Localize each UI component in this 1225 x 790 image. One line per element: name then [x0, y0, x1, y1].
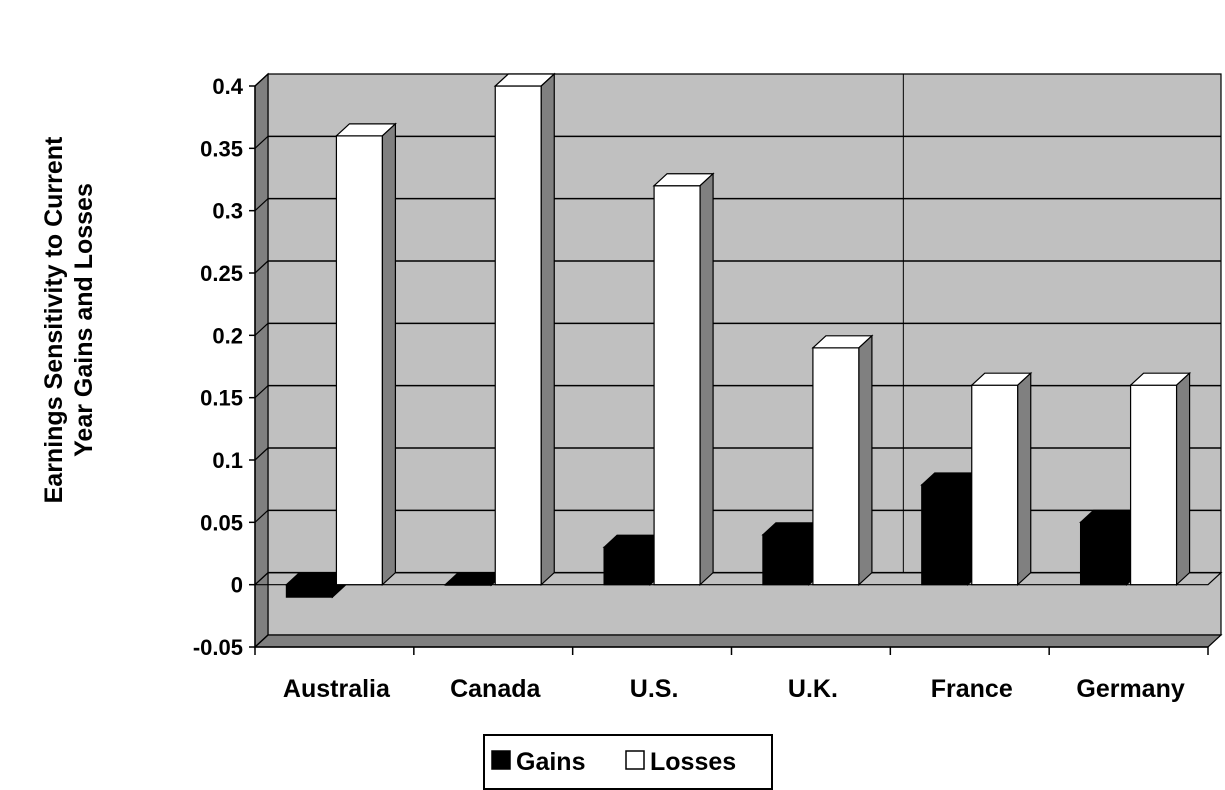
bar-front — [1079, 521, 1128, 586]
losses-bar-australia — [334, 122, 397, 587]
x-tick-label: Australia — [283, 675, 391, 703]
y-tick-label: 0.05 — [200, 510, 243, 535]
y-tick-label: 0.1 — [212, 448, 243, 473]
x-tick-label: U.S. — [630, 675, 679, 703]
bar-front — [285, 584, 334, 598]
bar-side — [1017, 371, 1032, 587]
bar-side — [699, 172, 714, 587]
losses-bar-canada — [493, 72, 556, 587]
legend: Gains Losses — [483, 734, 773, 790]
gridline-side — [254, 73, 269, 87]
y-tick-label: 0.3 — [212, 199, 243, 224]
back-wall — [267, 73, 1222, 636]
y-tick-label: -0.05 — [193, 635, 243, 660]
x-tick-label: U.K. — [788, 675, 838, 703]
y-tick-label: 0.2 — [212, 323, 243, 348]
y-axis-title-line-1: Earnings Sensitivity to Current — [40, 136, 68, 503]
y-tick-label: 0.4 — [212, 74, 243, 99]
gridline-side — [254, 135, 269, 149]
y-tick-label: 0.25 — [200, 261, 243, 286]
bar-front — [603, 546, 651, 586]
bar-side — [858, 334, 873, 587]
x-tick-label: France — [931, 675, 1013, 703]
bar-front — [762, 534, 810, 586]
y-axis-title-line-2: Year Gains and Losses — [70, 183, 98, 457]
y-tick-label: 0.35 — [200, 136, 243, 161]
legend-swatch-gains — [491, 750, 511, 770]
y-tick-label: 0.15 — [200, 386, 243, 411]
bar-front — [971, 384, 1019, 586]
legend-swatch-losses — [625, 750, 645, 770]
y-tick-label: 0 — [231, 573, 243, 598]
bar-front — [1129, 384, 1178, 586]
bar-front — [653, 185, 701, 586]
bar-front — [921, 484, 969, 586]
gridline-side — [254, 509, 269, 523]
y-axis-title: Earnings Sensitivity to Current Year Gai… — [40, 136, 98, 503]
losses-bar-france — [970, 371, 1033, 587]
losses-bar-uk — [811, 334, 874, 587]
legend-label-losses: Losses — [650, 748, 736, 776]
gridline-side — [254, 322, 269, 336]
x-tick-label: Canada — [450, 675, 541, 703]
bar-side — [1175, 371, 1191, 587]
gridline-side — [254, 447, 269, 461]
losses-bar-us — [652, 172, 715, 587]
floor — [253, 634, 1223, 648]
bar-front — [335, 135, 384, 586]
side-wall — [254, 72, 269, 649]
zero-plane — [253, 572, 1223, 586]
bar-front — [812, 347, 860, 586]
bar-side — [540, 72, 555, 587]
gridline-side — [254, 260, 269, 274]
gridline-side — [254, 198, 269, 212]
bar-side — [381, 122, 397, 587]
bar-front — [494, 85, 542, 586]
losses-bar-germany — [1129, 371, 1192, 587]
gridline-side — [254, 634, 269, 648]
legend-label-gains: Gains — [516, 748, 585, 776]
plot-area: -0.05 0 0.05 0.1 0.15 0.2 0.25 0.3 0.35 0.4 Austra… — [193, 72, 1223, 703]
x-tick-label: Germany — [1076, 675, 1184, 703]
gridline-side — [254, 385, 269, 399]
